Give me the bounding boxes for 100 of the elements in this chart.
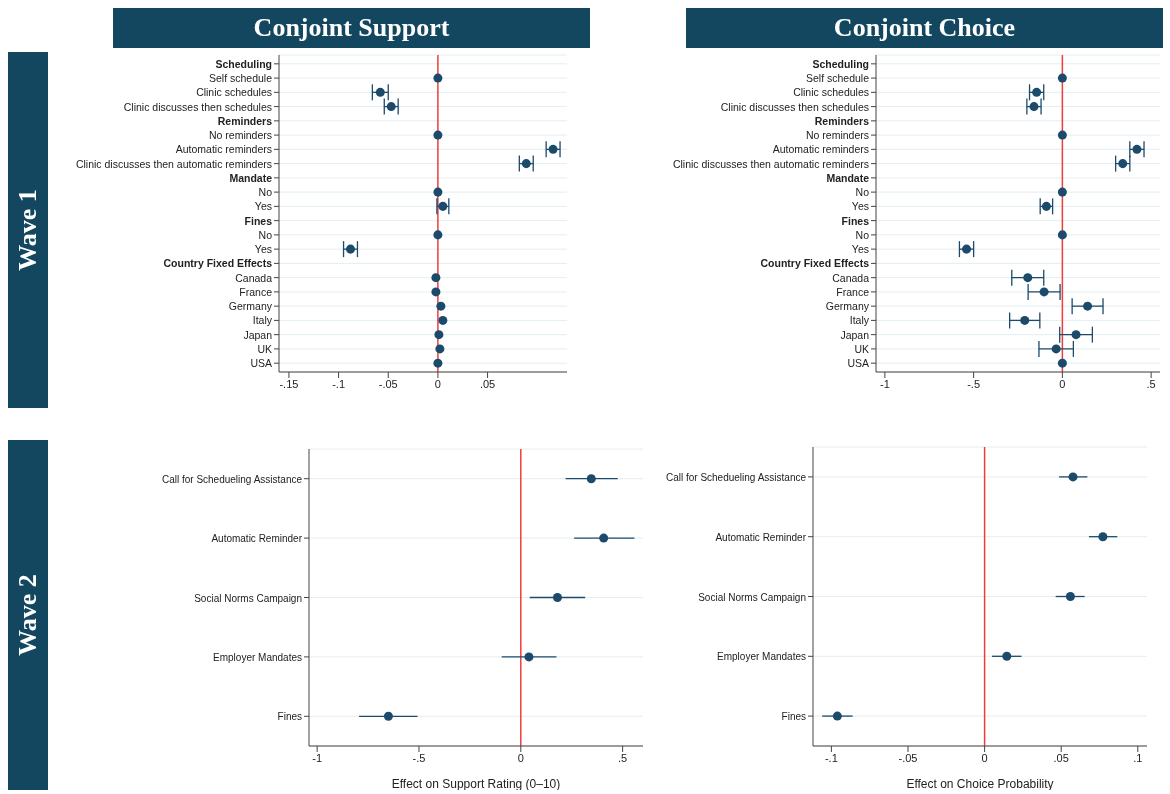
y-tick-label: Automatic reminders bbox=[175, 143, 272, 156]
y-tick-label: Fines bbox=[841, 214, 870, 227]
point bbox=[431, 273, 441, 283]
y-tick-label: Yes bbox=[254, 243, 272, 256]
y-tick-label: Reminders bbox=[217, 114, 273, 127]
point bbox=[1032, 87, 1042, 97]
y-tick-label: Clinic schedules bbox=[793, 86, 869, 99]
y-tick-label: Clinic discusses then automatic reminders bbox=[672, 157, 869, 170]
point bbox=[548, 144, 558, 154]
y-tick-label: Italy bbox=[849, 314, 870, 327]
y-tick-label: Automatic reminders bbox=[772, 143, 869, 156]
y-tick-label: Canada bbox=[832, 271, 870, 284]
x-tick-label: -.05 bbox=[378, 377, 398, 390]
y-tick-label: Clinic discusses then schedules bbox=[123, 100, 272, 113]
x-tick-label: -.1 bbox=[824, 751, 838, 764]
y-tick-label: No bbox=[258, 186, 273, 199]
point bbox=[1083, 301, 1093, 311]
y-tick-label: Fines bbox=[244, 214, 273, 227]
y-tick-label: Call for Schedueling Assistance bbox=[665, 471, 807, 483]
x-tick-label: .5 bbox=[618, 751, 628, 764]
x-axis-title: Effect on Support Rating (0–10) bbox=[391, 777, 561, 791]
point bbox=[1068, 472, 1078, 482]
point bbox=[433, 358, 443, 368]
y-tick-label: Mandate bbox=[826, 171, 870, 184]
x-tick-label: -1 bbox=[879, 377, 890, 390]
point bbox=[431, 287, 441, 297]
point bbox=[586, 474, 596, 484]
y-tick-label: Germany bbox=[825, 300, 870, 313]
y-tick-label: Mandate bbox=[229, 171, 273, 184]
y-tick-label: Call for Schedueling Assistance bbox=[161, 473, 303, 485]
point bbox=[524, 652, 534, 662]
x-tick-label: -.05 bbox=[898, 751, 918, 764]
x-tick-label: .05 bbox=[479, 377, 496, 390]
point bbox=[1039, 287, 1049, 297]
x-axis-title: Effect on Choice Probability bbox=[906, 777, 1054, 791]
y-tick-label: Clinic discusses then automatic reminders bbox=[75, 157, 272, 170]
x-tick-label: .1 bbox=[1133, 751, 1143, 764]
y-tick-label: Scheduling bbox=[812, 57, 869, 70]
y-tick-label: France bbox=[836, 285, 870, 298]
point bbox=[1057, 187, 1067, 197]
y-tick-label: Scheduling bbox=[215, 57, 272, 70]
y-tick-label: Yes bbox=[851, 243, 869, 256]
chart-title: Conjoint Choice bbox=[686, 8, 1163, 48]
point bbox=[832, 711, 842, 721]
y-tick-label: Self schedule bbox=[208, 72, 273, 85]
y-tick-label: Japan bbox=[840, 328, 870, 341]
point bbox=[436, 301, 446, 311]
point bbox=[438, 201, 448, 211]
point bbox=[433, 187, 443, 197]
point bbox=[345, 244, 356, 254]
x-tick-label: .5 bbox=[1146, 377, 1156, 390]
point bbox=[433, 230, 443, 240]
point bbox=[435, 344, 445, 354]
y-tick-label: Self schedule bbox=[805, 72, 870, 85]
y-tick-label: UK bbox=[257, 342, 272, 355]
y-tick-label: No reminders bbox=[805, 129, 869, 142]
point bbox=[1071, 330, 1081, 340]
point bbox=[1057, 358, 1067, 368]
x-tick-label: 0 bbox=[517, 751, 524, 764]
y-tick-label: Fines bbox=[277, 711, 302, 723]
point bbox=[383, 711, 393, 721]
y-tick-label: France bbox=[239, 285, 273, 298]
x-tick-label: -.15 bbox=[279, 377, 299, 390]
point bbox=[1051, 344, 1061, 354]
point bbox=[1057, 73, 1067, 83]
y-tick-label: Yes bbox=[254, 200, 272, 213]
point bbox=[1002, 651, 1012, 661]
y-tick-label: Clinic discusses then schedules bbox=[720, 100, 869, 113]
point bbox=[1132, 144, 1142, 154]
y-tick-label: Automatic Reminder bbox=[715, 531, 807, 543]
text: Wave 1 bbox=[13, 189, 43, 271]
point bbox=[1057, 230, 1067, 240]
y-tick-label: Italy bbox=[252, 314, 273, 327]
point bbox=[1041, 201, 1051, 211]
point bbox=[386, 102, 396, 112]
point bbox=[962, 244, 972, 254]
point bbox=[599, 533, 609, 543]
y-tick-label: Clinic schedules bbox=[196, 86, 272, 99]
point bbox=[1020, 315, 1030, 325]
point bbox=[1118, 159, 1128, 169]
y-tick-label: Germany bbox=[228, 300, 273, 313]
x-tick-label: -.5 bbox=[967, 377, 981, 390]
point bbox=[438, 315, 448, 325]
point bbox=[1065, 591, 1075, 602]
y-tick-label: Social Norms Campaign bbox=[698, 591, 806, 603]
y-tick-label: Country Fixed Effects bbox=[760, 257, 870, 270]
point bbox=[1057, 130, 1067, 140]
y-tick-label: No bbox=[855, 186, 870, 199]
y-tick-label: Social Norms Campaign bbox=[194, 592, 302, 604]
y-tick-label: Employer Mandates bbox=[717, 651, 806, 663]
x-tick-label: -.5 bbox=[412, 751, 426, 764]
point bbox=[1029, 102, 1039, 112]
x-tick-label: 0 bbox=[1059, 377, 1066, 390]
x-tick-label: 0 bbox=[981, 751, 988, 764]
point bbox=[433, 130, 443, 140]
y-tick-label: USA bbox=[847, 357, 869, 370]
x-tick-label: -1 bbox=[312, 751, 323, 764]
y-tick-label: Country Fixed Effects bbox=[163, 257, 273, 270]
y-tick-label: No bbox=[855, 228, 870, 241]
text: Wave 2 bbox=[13, 574, 43, 656]
